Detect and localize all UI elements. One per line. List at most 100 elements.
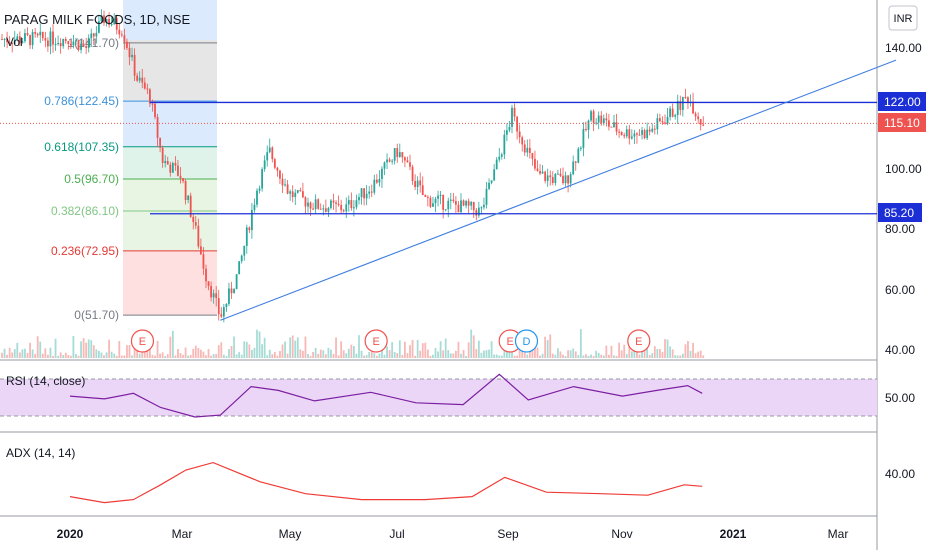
volume-bar	[113, 353, 116, 358]
volume-bar	[67, 354, 70, 358]
candle-body	[21, 41, 24, 43]
price-tag-122-text: 122.00	[884, 95, 921, 109]
candle-body	[159, 137, 161, 148]
volume-bar	[434, 348, 437, 358]
candle-body	[562, 175, 564, 184]
volume-bar	[319, 349, 322, 358]
volume-bar	[276, 355, 279, 358]
candle-body	[115, 18, 118, 30]
volume-bar	[200, 349, 202, 358]
event-marker[interactable]	[627, 329, 651, 353]
candle-body	[151, 103, 154, 105]
candle-body	[669, 108, 671, 118]
volume-bar	[126, 345, 128, 358]
fibonacci-layer[interactable]: 1(141.70) 0.786(122.45) 0.618(107.35) 0.5(9…	[44, 36, 217, 322]
volume-bar	[174, 355, 177, 358]
event-marker[interactable]	[364, 329, 388, 353]
volume-bar	[230, 345, 233, 358]
volume-bar	[337, 355, 340, 358]
volume-bar	[235, 354, 238, 358]
volume-bar	[44, 348, 47, 358]
candle-body	[638, 134, 641, 136]
volume-bar	[258, 331, 261, 358]
price-tick-40: 40.00	[885, 343, 915, 357]
candle-body	[472, 201, 475, 211]
volume-bar	[582, 355, 585, 358]
price-tag-122	[878, 92, 926, 111]
candle-body	[266, 152, 269, 161]
candle-body	[416, 180, 419, 187]
candle-body	[6, 38, 8, 43]
volume-bar	[615, 355, 618, 358]
volume-bar	[281, 344, 284, 358]
candle-body	[253, 204, 256, 211]
candle-body	[370, 191, 373, 193]
candle-body	[324, 208, 327, 212]
rsi-line	[69, 373, 703, 418]
candle-body	[77, 40, 80, 50]
candle-body	[235, 274, 238, 290]
candle-body	[82, 43, 85, 47]
candle-body	[110, 24, 113, 26]
adx-title: ADX (14, 14)	[6, 446, 75, 460]
candle-body	[613, 122, 615, 128]
candle-body	[437, 195, 439, 199]
candle-body	[340, 204, 343, 211]
volume-bar	[29, 342, 31, 358]
volume-bar	[355, 353, 358, 358]
candle-body	[108, 18, 110, 25]
volume-bar	[161, 352, 164, 358]
volume-bar	[8, 347, 11, 358]
volume-bar	[118, 341, 121, 358]
candle-body	[648, 129, 651, 132]
candle-body	[251, 210, 253, 231]
candle-body	[386, 159, 388, 163]
currency-button[interactable]	[888, 5, 918, 31]
candle-body	[215, 293, 218, 299]
volume-bar	[85, 342, 88, 358]
volume-bar	[164, 355, 167, 358]
drawn-lines-layer[interactable]	[0, 59, 897, 321]
volume-bar	[659, 349, 661, 358]
trendline[interactable]	[220, 59, 897, 321]
candle-body	[197, 225, 200, 247]
candle-body	[335, 202, 337, 204]
volume-bar	[177, 348, 179, 358]
volume-bar	[406, 353, 409, 358]
event-marker[interactable]	[130, 329, 155, 353]
candle-body	[90, 33, 93, 39]
candle-body	[602, 118, 605, 124]
time-tick-may: May	[279, 527, 302, 541]
candle-body	[506, 130, 508, 135]
volume-bar	[263, 337, 266, 358]
candle-body	[194, 222, 197, 226]
candle-body	[187, 195, 190, 201]
volume-bar	[447, 350, 450, 358]
volume-bar	[100, 352, 103, 358]
volume-bar	[18, 352, 21, 358]
candle-body	[574, 161, 577, 163]
candle-body	[182, 178, 184, 182]
candle-body	[276, 167, 279, 171]
event-marker[interactable]	[514, 329, 539, 353]
candle-body	[582, 128, 585, 148]
volume-bar	[605, 345, 608, 358]
chart-title: PARAG MILK FOODS, 1D, NSE	[4, 12, 190, 27]
time-tick-sep: Sep	[497, 527, 519, 541]
candle-body	[681, 97, 684, 110]
price-tag-current-text: 115.10	[884, 116, 920, 130]
volume-bar	[90, 340, 93, 358]
volume-bar	[692, 342, 694, 358]
candle-body	[345, 204, 348, 212]
volume-bar	[419, 350, 422, 358]
volume-bar	[154, 355, 156, 358]
candle-body	[57, 43, 59, 45]
volume-bar	[279, 350, 281, 358]
candle-body	[363, 188, 365, 199]
volume-bar	[483, 350, 485, 358]
volume-bar	[146, 348, 149, 358]
candle-body	[625, 129, 628, 137]
candle-body	[146, 88, 149, 90]
candle-body	[559, 173, 562, 176]
